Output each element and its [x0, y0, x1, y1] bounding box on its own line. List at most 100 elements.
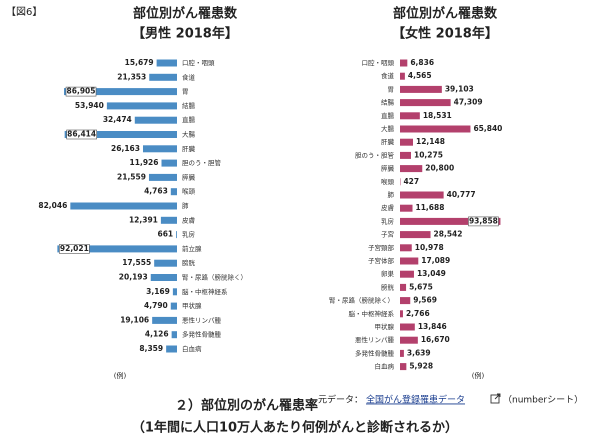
value-label: 93,858	[469, 216, 498, 225]
bar	[400, 112, 420, 120]
category-label: 口腔・咽頭	[182, 58, 215, 67]
bar	[400, 217, 501, 225]
bar	[400, 349, 404, 357]
bar	[156, 59, 177, 67]
bar	[400, 257, 419, 265]
category-label: 多発性骨髄腫	[355, 348, 395, 357]
value-label: 40,777	[447, 190, 476, 199]
bar	[400, 72, 405, 80]
value-label: 5,928	[409, 362, 433, 371]
source-link[interactable]: 全国がん登録罹患データ	[366, 394, 465, 406]
chart-subtitle: 【女性 2018年】	[392, 26, 498, 42]
category-label: 胆のう・胆管	[355, 150, 395, 159]
category-label: 肝臓	[182, 144, 196, 153]
value-label: 11,926	[130, 158, 159, 167]
bar	[400, 363, 407, 371]
value-label: 8,359	[139, 344, 163, 353]
bar	[400, 85, 442, 93]
category-label: 悪性リンパ腫	[355, 335, 395, 344]
category-label: 脳・中枢神経系	[349, 309, 395, 318]
bar	[171, 331, 177, 339]
category-label: 白血病	[375, 362, 395, 371]
chart-title: 部位別がん罹患数	[133, 6, 238, 22]
bar	[170, 188, 177, 196]
category-label: 胃	[388, 85, 395, 93]
source-prefix: 元データ：	[318, 394, 363, 406]
value-label: 82,046	[38, 201, 67, 210]
bar	[400, 165, 423, 173]
value-label: 4,763	[144, 187, 168, 196]
bar	[150, 274, 177, 281]
category-label: 卵巣	[381, 269, 395, 278]
value-label: 3,169	[146, 287, 170, 296]
category-label: 膵臓	[381, 164, 395, 173]
bar	[152, 316, 177, 324]
bar	[160, 216, 177, 224]
bar	[134, 116, 177, 124]
category-label: 胆のう・胆管	[182, 158, 222, 167]
bar	[166, 345, 177, 353]
value-label: 19,106	[120, 315, 149, 324]
value-label-box	[66, 129, 97, 140]
chart-title: 部位別がん罹患数	[393, 6, 498, 22]
bar	[400, 204, 413, 212]
figure-label: 【図6】	[6, 6, 42, 18]
bar	[400, 270, 414, 278]
category-label: 直腸	[182, 115, 196, 124]
external-link-icon	[490, 393, 501, 404]
category-label: 甲状腺	[375, 322, 395, 331]
value-label: 28,542	[434, 230, 463, 239]
value-label: 53,940	[75, 101, 104, 110]
bar	[106, 102, 177, 110]
value-label: 12,391	[129, 215, 158, 224]
bar	[57, 245, 178, 253]
bar	[64, 88, 177, 96]
category-label: 腎・尿路（膀胱除く）	[182, 273, 247, 282]
category-label: 胃	[182, 88, 189, 96]
caption-subtitle: （1年間に人口10万人あたり何例がんと診断されるか）	[132, 420, 458, 436]
value-label: 17,555	[122, 258, 151, 267]
bar	[400, 99, 451, 107]
bar	[400, 125, 471, 133]
category-label: 悪性リンパ腫	[182, 315, 222, 324]
value-label: 9,569	[413, 296, 437, 305]
bar	[400, 231, 431, 239]
bar	[400, 138, 413, 146]
value-label: 86,905	[67, 87, 96, 96]
category-label: 白血病	[182, 344, 202, 353]
category-label: 子宮体部	[368, 256, 395, 265]
value-label: 6,836	[410, 58, 434, 67]
category-label: 大腸	[182, 130, 196, 139]
bar	[400, 310, 403, 318]
bar	[400, 323, 415, 331]
value-label: 16,670	[421, 335, 450, 344]
value-label: 20,193	[119, 273, 148, 282]
bar	[170, 302, 177, 310]
category-label: 喉頭	[381, 177, 395, 186]
value-label: 13,846	[418, 322, 447, 331]
category-label: 食道	[381, 71, 395, 80]
bar	[400, 59, 408, 67]
category-label: 乳房	[182, 230, 195, 239]
bar	[400, 151, 411, 159]
x-axis-label: (例)	[114, 371, 127, 380]
bar	[400, 191, 444, 199]
value-label: 2,766	[406, 309, 430, 318]
category-label: 皮膚	[182, 215, 196, 224]
value-label: 4,790	[144, 301, 168, 310]
category-label: 大腸	[381, 124, 395, 133]
category-label: 口腔・咽頭	[362, 58, 395, 67]
category-label: 子宮頸部	[368, 243, 395, 252]
value-label: 10,978	[415, 243, 444, 252]
category-label: 子宮	[381, 230, 394, 239]
category-label: 肝臓	[381, 137, 395, 146]
value-label: 13,049	[417, 269, 446, 278]
value-label: 427	[403, 177, 419, 186]
value-label: 32,474	[103, 115, 132, 124]
category-label: 膵臓	[182, 172, 196, 181]
category-label: 甲状腺	[182, 301, 202, 310]
category-label: 結腸	[381, 98, 395, 107]
category-label: 喉頭	[182, 187, 196, 196]
value-label: 3,639	[407, 348, 431, 357]
